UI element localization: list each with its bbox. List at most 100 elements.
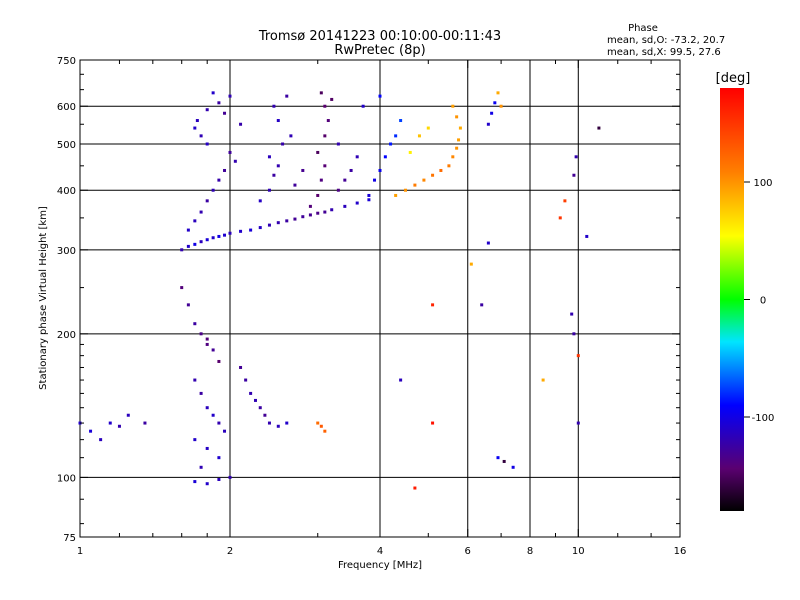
colorbar-ticks: 100 0 -100: [744, 178, 774, 424]
x-axis-ticks: 1 2 4 6 8 10 16: [77, 60, 686, 557]
data-point: [193, 322, 197, 326]
data-point: [276, 119, 280, 123]
data-point: [361, 104, 365, 108]
data-point: [455, 115, 459, 119]
data-point: [399, 119, 403, 123]
chart-title-line2: RwPretec (8p): [334, 43, 425, 58]
data-point: [281, 142, 285, 146]
y-axis-label: Stationary phase Virtual Height [km]: [38, 206, 49, 390]
data-point: [417, 134, 421, 138]
data-point: [367, 193, 371, 197]
data-point: [301, 215, 305, 219]
data-point: [205, 108, 209, 112]
data-point: [217, 101, 221, 105]
data-point: [585, 234, 589, 238]
data-point: [239, 229, 243, 233]
y-tick-label: 600: [57, 102, 76, 113]
data-point: [301, 168, 305, 172]
data-point: [205, 337, 209, 341]
data-point: [223, 429, 227, 433]
data-point: [289, 134, 293, 138]
data-point: [319, 91, 323, 95]
y-tick-label: 200: [57, 330, 76, 341]
data-point: [576, 421, 580, 425]
data-point: [431, 173, 435, 177]
data-point: [89, 429, 93, 433]
data-point: [572, 173, 576, 177]
stats-line2: mean, sd,X: 99.5, 27.6: [607, 47, 721, 58]
data-point: [323, 134, 327, 138]
data-point: [211, 91, 215, 95]
data-point: [541, 378, 545, 382]
data-point: [355, 155, 359, 159]
data-point: [511, 465, 515, 469]
y-tick-label: 100: [57, 473, 76, 484]
data-point: [576, 354, 580, 358]
data-point: [186, 303, 190, 307]
data-point: [186, 228, 190, 232]
data-point: [239, 122, 243, 126]
data-point: [413, 486, 417, 490]
data-point: [319, 178, 323, 182]
y-tick-label: 500: [57, 140, 76, 151]
data-point: [355, 201, 359, 205]
data-point: [205, 446, 209, 450]
data-point: [394, 134, 398, 138]
data-point: [293, 217, 297, 221]
colorbar-tick-label: 0: [760, 296, 766, 307]
data-point: [413, 183, 417, 187]
data-point: [180, 248, 184, 252]
data-point: [316, 150, 320, 154]
data-point: [502, 459, 506, 463]
data-point: [408, 150, 412, 154]
data-point: [367, 198, 371, 202]
data-point: [426, 126, 430, 130]
data-point: [323, 104, 327, 108]
x-tick-label: 4: [377, 546, 383, 557]
data-point: [499, 104, 503, 108]
data-point: [330, 97, 334, 101]
data-point: [570, 312, 574, 316]
colorbar-tick-label: -100: [752, 413, 775, 424]
x-tick-label: 10: [572, 546, 585, 557]
colorbar-unit: [deg]: [716, 71, 751, 86]
data-point: [323, 210, 327, 214]
data-point: [308, 204, 312, 208]
data-point: [276, 424, 280, 428]
x-tick-label: 1: [77, 546, 83, 557]
data-point: [217, 456, 221, 460]
data-point: [285, 421, 289, 425]
x-tick-label: 2: [227, 546, 233, 557]
data-point: [249, 228, 253, 232]
data-point: [558, 216, 562, 220]
colorbar: [720, 88, 744, 511]
y-tick-label: 750: [57, 56, 76, 67]
data-point: [336, 142, 340, 146]
data-point: [193, 219, 197, 223]
data-point: [117, 424, 121, 428]
data-point: [308, 213, 312, 217]
data-point: [199, 240, 203, 244]
data-point: [431, 303, 435, 307]
data-point: [217, 359, 221, 363]
data-point: [205, 199, 209, 203]
chart-title-line1: Tromsø 20141223 00:10:00-00:11:43: [258, 29, 501, 44]
data-point: [343, 178, 347, 182]
data-point: [455, 146, 459, 150]
data-point: [223, 111, 227, 115]
data-point: [403, 188, 407, 192]
data-point: [267, 188, 271, 192]
data-point: [383, 155, 387, 159]
data-point: [199, 332, 203, 336]
data-point: [343, 204, 347, 208]
data-point: [276, 221, 280, 225]
data-point: [496, 456, 500, 460]
data-point: [285, 219, 289, 223]
data-point: [316, 211, 320, 215]
data-point: [193, 378, 197, 382]
x-tick-label: 8: [527, 546, 533, 557]
data-point: [316, 193, 320, 197]
data-point: [126, 413, 130, 417]
data-point: [276, 164, 280, 168]
